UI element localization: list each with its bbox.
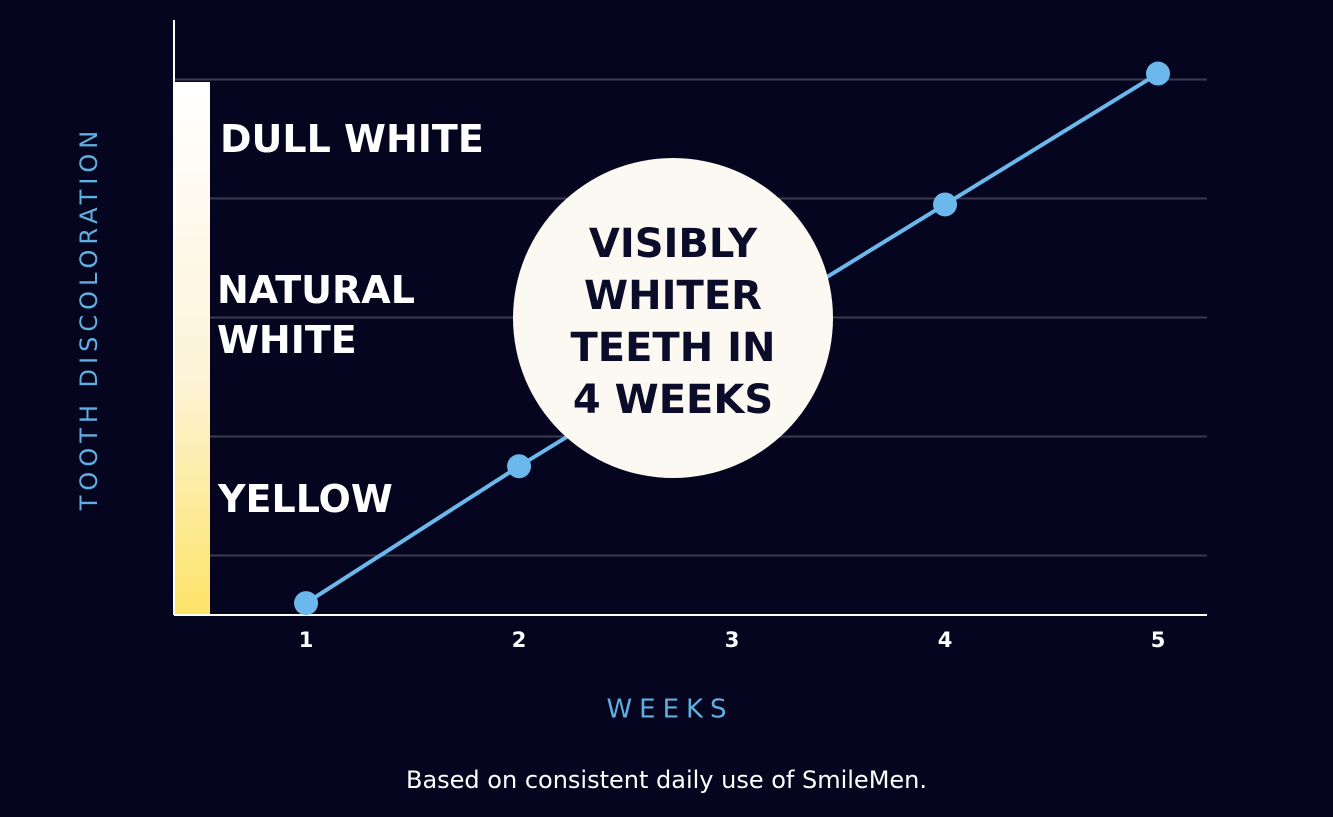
callout-circle bbox=[513, 158, 833, 478]
y-axis-label: TOOTH DISCOLORATION bbox=[75, 126, 103, 511]
callout-text: VISIBLY WHITER TEETH IN 4 WEEKS bbox=[570, 221, 776, 423]
x-tick-label: 4 bbox=[938, 628, 953, 652]
shade-scale bbox=[174, 82, 210, 615]
x-tick-label: 3 bbox=[725, 628, 740, 652]
band-label: NATURAL WHITE bbox=[217, 268, 415, 362]
band-label: YELLOW bbox=[218, 477, 393, 521]
point bbox=[1146, 61, 1171, 86]
x-tick-label: 5 bbox=[1151, 628, 1166, 652]
point bbox=[933, 192, 958, 217]
point bbox=[294, 591, 319, 616]
point bbox=[507, 454, 532, 479]
x-axis-label: WEEKS bbox=[606, 695, 733, 725]
x-tick-label: 2 bbox=[512, 628, 527, 652]
x-tick-label: 1 bbox=[299, 628, 314, 652]
band-label: DULL WHITE bbox=[220, 117, 484, 161]
footnote: Based on consistent daily use of SmileMe… bbox=[405, 766, 928, 794]
